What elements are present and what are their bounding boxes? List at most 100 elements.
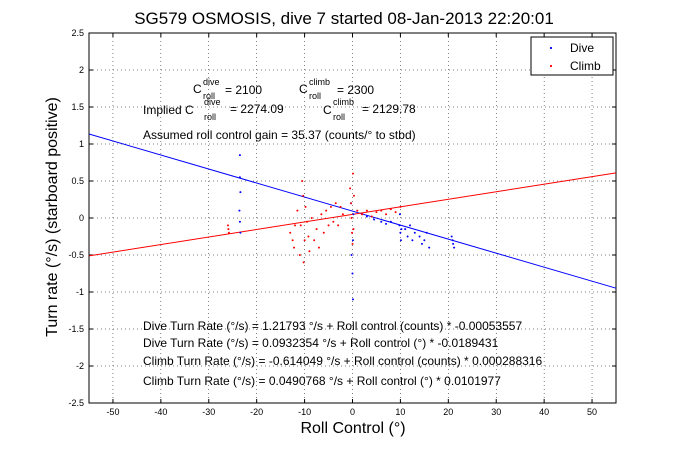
c-dive-sup: dive bbox=[203, 77, 220, 87]
data-point bbox=[418, 235, 421, 238]
data-point bbox=[351, 172, 354, 175]
data-point bbox=[352, 194, 355, 197]
x-tick-label: -20 bbox=[250, 407, 263, 417]
data-point bbox=[301, 180, 304, 182]
c-climb-val: = 2300 bbox=[337, 83, 374, 97]
dive-equation-degrees: Dive Turn Rate (°/s) = 0.0932354 °/s + R… bbox=[143, 336, 499, 350]
data-point bbox=[313, 239, 316, 242]
data-point bbox=[356, 209, 359, 212]
data-point bbox=[370, 215, 373, 218]
y-tick-label: -1.5 bbox=[68, 324, 84, 334]
data-point bbox=[389, 208, 392, 211]
data-point bbox=[293, 246, 296, 249]
data-point bbox=[310, 217, 313, 219]
dive-equation-counts: Dive Turn Rate (°/s) = 1.21793 °/s + Rol… bbox=[143, 319, 522, 333]
data-point bbox=[399, 231, 402, 234]
data-point bbox=[352, 228, 355, 231]
c-dive-sub: roll bbox=[203, 91, 215, 101]
c-climb-base: C bbox=[299, 82, 308, 96]
data-point bbox=[334, 202, 337, 205]
y-axis-label: Turn rate (°/s) (starboard positive) bbox=[44, 97, 61, 337]
y-tick-label: 0 bbox=[79, 213, 84, 223]
y-tick-label: 1 bbox=[79, 139, 84, 149]
x-tick-label: -40 bbox=[154, 407, 167, 417]
data-point bbox=[302, 261, 305, 264]
y-tick-label: 0.5 bbox=[71, 176, 84, 186]
data-point bbox=[398, 224, 401, 227]
legend-dive-label: Dive bbox=[570, 41, 594, 55]
data-point bbox=[380, 220, 383, 223]
x-tick-label: -10 bbox=[298, 407, 311, 417]
data-point bbox=[227, 228, 230, 231]
data-point bbox=[408, 224, 411, 227]
data-point bbox=[341, 213, 344, 216]
data-point bbox=[327, 224, 330, 227]
data-point bbox=[339, 205, 342, 208]
data-point bbox=[304, 205, 307, 208]
legend-box bbox=[530, 36, 614, 76]
data-point bbox=[238, 154, 241, 157]
data-point bbox=[227, 231, 230, 234]
data-point bbox=[423, 239, 426, 242]
data-point bbox=[365, 215, 368, 218]
data-point bbox=[239, 191, 242, 194]
x-tick-label: 10 bbox=[395, 407, 405, 417]
x-tick-label: 0 bbox=[350, 407, 355, 417]
x-tick-label: 30 bbox=[491, 407, 501, 417]
data-point bbox=[325, 209, 328, 212]
data-point bbox=[373, 218, 376, 221]
data-point bbox=[453, 246, 456, 249]
data-point bbox=[380, 209, 383, 212]
data-point bbox=[406, 235, 409, 238]
implied-label: Implied C bbox=[143, 103, 194, 117]
data-point bbox=[320, 213, 323, 216]
c-dive-val: = 2100 bbox=[225, 83, 262, 97]
x-ticks: -50 -40 -30 -20 -10 0 10 20 30 40 50 bbox=[106, 33, 597, 417]
y-tick-label: 1.5 bbox=[71, 102, 84, 112]
data-point bbox=[351, 298, 354, 301]
data-point bbox=[389, 220, 392, 223]
data-point bbox=[385, 213, 388, 216]
data-point bbox=[428, 246, 431, 249]
data-point bbox=[317, 246, 320, 249]
data-point bbox=[351, 231, 354, 234]
data-point bbox=[351, 272, 354, 275]
y-tick-label: 2 bbox=[79, 65, 84, 75]
data-point bbox=[411, 239, 414, 242]
legend-climb-label: Climb bbox=[570, 59, 601, 73]
data-point bbox=[349, 187, 352, 190]
data-point bbox=[291, 239, 294, 242]
climb-equation-counts: Climb Turn Rate (°/s) = -0.614049 °/s + … bbox=[143, 354, 542, 368]
x-tick-label: 50 bbox=[587, 407, 597, 417]
data-point bbox=[238, 220, 241, 223]
data-point bbox=[452, 242, 455, 245]
x-tick-label: -30 bbox=[202, 407, 215, 417]
y-tick-label: -2 bbox=[76, 361, 84, 371]
data-points bbox=[226, 154, 456, 301]
x-axis-label: Roll Control (°) bbox=[300, 420, 405, 437]
implied-dive-val: = 2274.09 bbox=[230, 102, 284, 116]
c-climb-sup: climb bbox=[309, 77, 330, 87]
legend-dive-marker bbox=[549, 46, 553, 50]
data-point bbox=[365, 209, 368, 212]
fit-line bbox=[88, 133, 617, 289]
data-point bbox=[375, 211, 378, 214]
data-point bbox=[329, 205, 332, 208]
data-point bbox=[425, 231, 428, 234]
data-point bbox=[398, 213, 401, 216]
climb-equation-degrees: Climb Turn Rate (°/s) = 0.0490768 °/s + … bbox=[143, 374, 501, 388]
data-point bbox=[385, 222, 388, 225]
data-point bbox=[296, 209, 299, 212]
data-point bbox=[400, 228, 403, 231]
data-point bbox=[299, 224, 302, 227]
data-point bbox=[315, 228, 318, 231]
data-point bbox=[302, 194, 305, 197]
chart-title: SG579 OSMOSIS, dive 7 started 08-Jan-201… bbox=[134, 9, 554, 28]
grid bbox=[89, 32, 616, 404]
c-climb-sub: roll bbox=[309, 91, 321, 101]
data-point bbox=[350, 217, 353, 219]
data-point bbox=[350, 202, 353, 205]
data-point bbox=[399, 205, 402, 208]
data-point bbox=[450, 235, 453, 238]
